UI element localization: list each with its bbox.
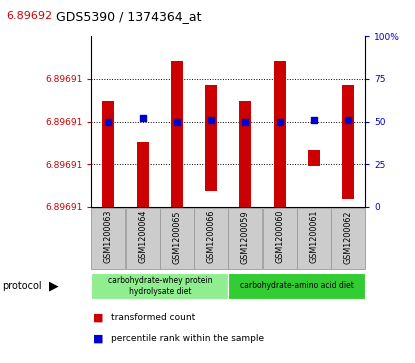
Text: GSM1200063: GSM1200063 xyxy=(104,210,113,264)
Bar xyxy=(273,61,286,207)
Bar xyxy=(297,208,331,269)
Text: GDS5390 / 1374364_at: GDS5390 / 1374364_at xyxy=(56,10,202,23)
Point xyxy=(310,117,317,123)
Bar xyxy=(137,142,149,207)
Point xyxy=(208,117,215,123)
Text: carbohydrate-amino acid diet: carbohydrate-amino acid diet xyxy=(240,281,354,290)
Text: ▶: ▶ xyxy=(49,279,59,292)
Text: transformed count: transformed count xyxy=(111,313,195,322)
Text: GSM1200062: GSM1200062 xyxy=(344,210,353,264)
Text: GSM1200059: GSM1200059 xyxy=(241,210,250,264)
Bar xyxy=(91,273,228,299)
Bar xyxy=(331,208,365,269)
Bar xyxy=(194,208,228,269)
Bar xyxy=(103,101,115,207)
Bar xyxy=(308,150,320,166)
Text: GSM1200060: GSM1200060 xyxy=(275,210,284,264)
Point xyxy=(276,119,283,125)
Bar xyxy=(263,208,297,269)
Point xyxy=(242,119,249,125)
Point xyxy=(173,119,180,125)
Text: GSM1200065: GSM1200065 xyxy=(172,210,181,264)
Bar xyxy=(239,101,251,207)
Text: GSM1200064: GSM1200064 xyxy=(138,210,147,264)
Text: 6.89692: 6.89692 xyxy=(6,11,52,21)
Text: GSM1200061: GSM1200061 xyxy=(309,210,318,264)
Text: GSM1200066: GSM1200066 xyxy=(207,210,216,264)
Point xyxy=(345,117,352,123)
Text: percentile rank within the sample: percentile rank within the sample xyxy=(111,334,264,343)
Bar xyxy=(91,208,125,269)
Bar xyxy=(126,208,160,269)
Text: protocol: protocol xyxy=(2,281,42,291)
Text: ■: ■ xyxy=(93,333,104,343)
Text: ■: ■ xyxy=(93,313,104,323)
Bar xyxy=(205,85,217,191)
Point xyxy=(105,119,112,125)
Text: carbohydrate-whey protein
hydrolysate diet: carbohydrate-whey protein hydrolysate di… xyxy=(107,276,212,295)
Bar xyxy=(171,61,183,207)
Bar xyxy=(228,208,262,269)
Bar xyxy=(160,208,194,269)
Bar xyxy=(228,273,365,299)
Bar xyxy=(342,85,354,199)
Point xyxy=(139,115,146,121)
